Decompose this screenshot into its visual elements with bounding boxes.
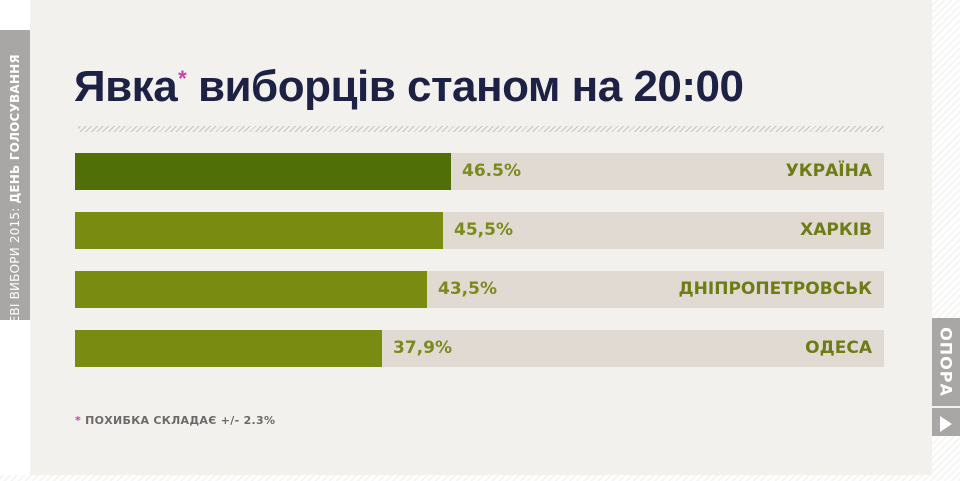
title-rest: виборців станом на 20:00 bbox=[186, 62, 744, 111]
bar-track: 45,5% ХАРКІВ bbox=[75, 212, 884, 249]
bar-value-label: 43,5% bbox=[438, 279, 497, 299]
bar-chart: 46.5% УКРАЇНА 45,5% ХАРКІВ 43,5% ДНІПРОПЕТРОВ… bbox=[75, 153, 884, 367]
title-word: Явка bbox=[74, 62, 178, 111]
footnote: * ПОХИБКА СКЛАДАЄ +/- 2.3% bbox=[75, 414, 275, 427]
bar bbox=[75, 271, 427, 308]
side-label: МІСЦЕВІ ВИБОРИ 2015: ДЕНЬ ГОЛОСУВАННЯ bbox=[8, 54, 22, 356]
play-icon bbox=[940, 416, 952, 432]
footnote-text: ПОХИБКА СКЛАДАЄ +/- 2.3% bbox=[85, 414, 276, 427]
opora-logo[interactable]: ОПОРА bbox=[932, 318, 960, 436]
bar-value-label: 46.5% bbox=[462, 161, 521, 181]
bar-category-label: ХАРКІВ bbox=[800, 220, 872, 240]
side-label-prefix: МІСЦЕВІ ВИБОРИ 2015: bbox=[8, 203, 22, 356]
bar-value-label: 37,9% bbox=[393, 338, 452, 358]
bar-category-label: ОДЕСА bbox=[805, 338, 872, 358]
chart-title: Явка* виборців станом на 20:00 bbox=[74, 62, 744, 112]
bar bbox=[75, 212, 443, 249]
logo-text: ОПОРА bbox=[936, 327, 956, 397]
bar bbox=[75, 330, 382, 367]
bar-category-label: ДНІПРОПЕТРОВСЬК bbox=[678, 279, 872, 299]
title-divider bbox=[78, 126, 884, 132]
bar-track: 37,9% ОДЕСА bbox=[75, 330, 884, 367]
bar-value-label: 45,5% bbox=[454, 220, 513, 240]
bar-track: 43,5% ДНІПРОПЕТРОВСЬК bbox=[75, 271, 884, 308]
side-label-bar: МІСЦЕВІ ВИБОРИ 2015: ДЕНЬ ГОЛОСУВАННЯ bbox=[0, 30, 30, 356]
bar-track: 46.5% УКРАЇНА bbox=[75, 153, 884, 190]
side-label-bold: ДЕНЬ ГОЛОСУВАННЯ bbox=[8, 54, 22, 204]
title-asterisk: * bbox=[178, 66, 187, 91]
bar bbox=[75, 153, 451, 190]
logo-divider bbox=[932, 406, 960, 408]
hatched-border-bottom bbox=[0, 475, 932, 481]
bar-category-label: УКРАЇНА bbox=[785, 161, 872, 181]
footnote-asterisk: * bbox=[75, 414, 82, 427]
